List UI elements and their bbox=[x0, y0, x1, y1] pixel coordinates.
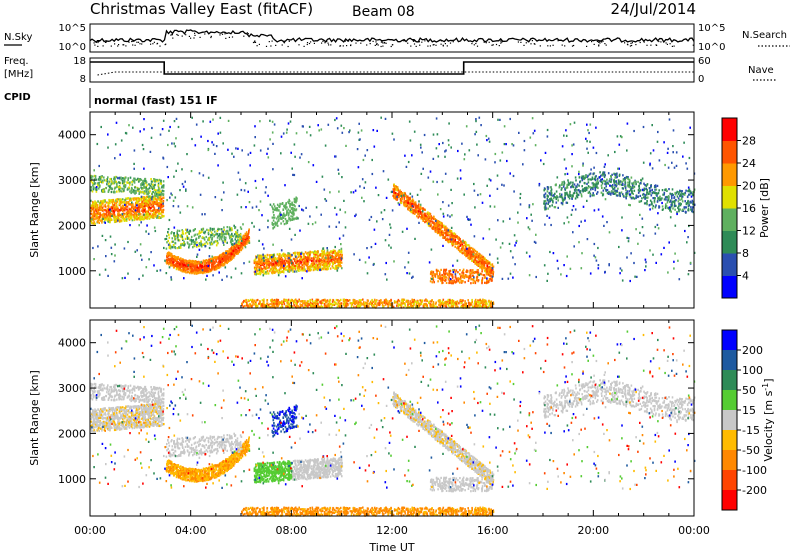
cpid-label: CPID bbox=[4, 92, 31, 103]
freq-strip: 18 8 60 0 Freq. [MHz] Nave bbox=[4, 56, 777, 85]
freq-label: Freq. bbox=[4, 56, 29, 67]
range-tick-label: 3000 bbox=[58, 382, 86, 395]
velocity-colorbar-tick: 200 bbox=[742, 344, 763, 357]
cpid-strip: CPID normal (fast) 151 IF bbox=[4, 88, 218, 108]
power-colorbar-tick: 28 bbox=[742, 135, 756, 148]
velocity-colorbar-tick: -15 bbox=[742, 424, 760, 437]
power-panel: 1000 2000 3000 4000 Slant Range [km] bbox=[28, 111, 696, 309]
power-ylabel: Slant Range [km] bbox=[28, 162, 41, 258]
velocity-ylabel: Slant Range [km] bbox=[28, 370, 41, 466]
noise-tick-bottom-left: 10^0 bbox=[59, 42, 86, 53]
time-tick-label: 20:00 bbox=[577, 524, 609, 537]
range-tick-label: 2000 bbox=[58, 219, 86, 232]
time-tick-label: 04:00 bbox=[175, 524, 207, 537]
nsearch-label: N.Search bbox=[742, 30, 787, 41]
velocity-colorbar-tick: -50 bbox=[742, 444, 760, 457]
power-data bbox=[90, 116, 696, 309]
noise-tick-bottom-right: 10^0 bbox=[698, 42, 725, 53]
freq-tick-top: 18 bbox=[73, 56, 86, 67]
power-colorbar-tick: 12 bbox=[742, 225, 756, 238]
freq-unit-label: [MHz] bbox=[4, 69, 33, 80]
velocity-colorbar-tick: 100 bbox=[742, 364, 763, 377]
beam-label: Beam 08 bbox=[352, 4, 415, 20]
velocity-panel: 1000 2000 3000 4000 00:00 04:00 08:00 12:00 16:… bbox=[28, 319, 710, 554]
time-xlabel: Time UT bbox=[368, 541, 414, 554]
range-tick-label: 3000 bbox=[58, 174, 86, 187]
nsky-label: N.Sky bbox=[4, 32, 32, 43]
power-colorbar-tick: 8 bbox=[742, 247, 749, 260]
cpid-value: normal (fast) 151 IF bbox=[94, 94, 218, 107]
noise-search-dots bbox=[93, 32, 694, 48]
noise-sky-line bbox=[89, 29, 695, 44]
nave-tick-top: 60 bbox=[698, 56, 711, 67]
velocity-colorbar-tick: -200 bbox=[742, 484, 767, 497]
velocity-colorbar-tick: 50 bbox=[742, 384, 756, 397]
nave-label: Nave bbox=[748, 65, 774, 76]
velocity-colorbar-tick: -100 bbox=[742, 464, 767, 477]
freq-tick-bottom: 8 bbox=[80, 74, 86, 85]
time-tick-label: 12:00 bbox=[376, 524, 408, 537]
power-colorbar-label: Power [dB] bbox=[758, 178, 771, 238]
date-label: 24/Jul/2014 bbox=[611, 0, 696, 18]
range-tick-label: 4000 bbox=[58, 129, 86, 142]
range-tick-label: 2000 bbox=[58, 427, 86, 440]
noise-tick-top-right: 10^5 bbox=[698, 23, 725, 34]
range-tick-label: 4000 bbox=[58, 337, 86, 350]
velocity-data bbox=[90, 324, 696, 517]
power-colorbar-tick: 16 bbox=[742, 202, 756, 215]
freq-line bbox=[90, 61, 694, 75]
nave-line bbox=[97, 71, 694, 76]
time-tick-label: 00:00 bbox=[678, 524, 710, 537]
power-colorbar-tick: 20 bbox=[742, 180, 756, 193]
figure-title: Christmas Valley East (fitACF) bbox=[90, 0, 313, 18]
power-colorbar-tick: 4 bbox=[742, 270, 749, 283]
power-colorbar-tick: 24 bbox=[742, 157, 756, 170]
noise-tick-top-left: 10^5 bbox=[59, 23, 86, 34]
time-tick-label: 00:00 bbox=[74, 524, 106, 537]
time-tick-label: 16:00 bbox=[477, 524, 509, 537]
noise-strip: 10^5 10^0 10^5 10^0 N.Sky N.Search bbox=[4, 23, 790, 53]
time-tick-label: 08:00 bbox=[275, 524, 307, 537]
range-tick-label: 1000 bbox=[58, 265, 86, 278]
velocity-colorbar: 200 100 50 15 -15 -50 -100 -200 Velocity [m s-1… bbox=[721, 329, 775, 511]
velocity-colorbar-tick: 15 bbox=[742, 404, 756, 417]
power-colorbar: 4 8 12 16 20 24 28 Power [dB] bbox=[721, 117, 771, 299]
nave-tick-bottom: 0 bbox=[698, 74, 704, 85]
range-tick-label: 1000 bbox=[58, 473, 86, 486]
velocity-colorbar-label: Velocity [m s-1] bbox=[761, 378, 775, 461]
